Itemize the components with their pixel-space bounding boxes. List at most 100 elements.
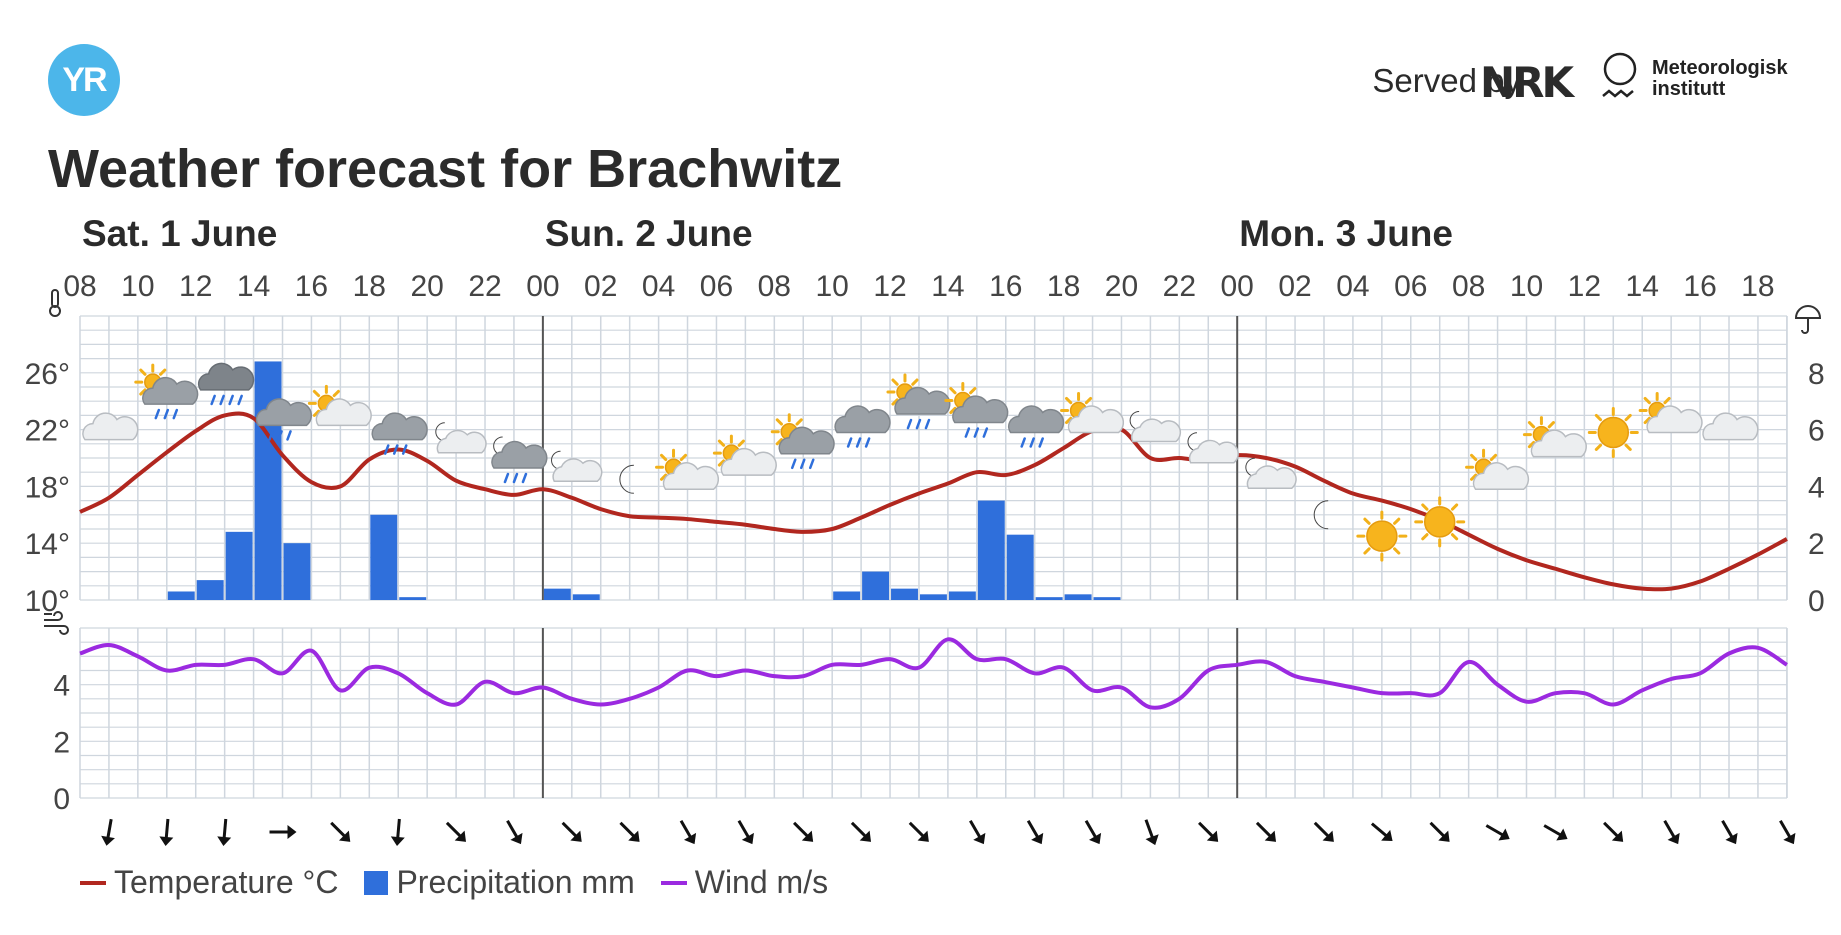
precip-axis-tick: 2	[1808, 528, 1825, 561]
cloud-shape	[436, 429, 487, 454]
arrow-head	[338, 830, 351, 842]
wind-direction-arrow	[1543, 824, 1568, 841]
rain-drop	[982, 427, 989, 438]
wind-direction-arrow	[792, 821, 814, 842]
wind-axis-tick: 2	[53, 726, 70, 759]
sun-ray	[1421, 503, 1429, 511]
moon-shape	[1245, 457, 1255, 477]
cloud-shape	[1530, 429, 1587, 458]
wind-direction-arrow	[969, 819, 986, 845]
sun-ray	[949, 406, 957, 415]
partly-sunny-icon	[1638, 392, 1703, 434]
served-by-label: Served by	[1372, 62, 1521, 99]
partly-sunny-icon	[712, 434, 777, 476]
heavy-rain-cloud-icon	[197, 362, 255, 406]
rain-drop	[286, 430, 292, 441]
rain-drop	[503, 472, 510, 484]
precip-bar	[196, 580, 224, 600]
nrk-logo[interactable]: NRK	[1480, 58, 1574, 107]
sun-icon	[1587, 406, 1639, 458]
rain-drop	[973, 427, 980, 438]
precip-bar	[399, 597, 427, 600]
partly-sunny-icon	[1465, 448, 1530, 491]
sun-ray	[159, 368, 167, 376]
cloud-shape	[491, 440, 548, 469]
sun-icon	[1356, 510, 1408, 562]
cloud-shape	[1472, 462, 1530, 491]
rain-cloud-icon	[255, 398, 313, 441]
cloud-shape	[197, 362, 255, 391]
sun-ray	[717, 439, 726, 447]
sun-ray	[312, 409, 321, 417]
night-rain-cloud-icon	[491, 436, 548, 484]
sun-ray	[1489, 453, 1498, 462]
sun-ray	[1643, 416, 1651, 425]
legend-label-wind: Wind m/s	[694, 864, 829, 900]
precip-bar	[543, 588, 571, 600]
sun-ray	[775, 438, 783, 446]
sun-ray	[660, 453, 668, 462]
wind-direction-arrow	[390, 818, 405, 846]
temp-axis-tick: 18°	[25, 471, 70, 504]
arrow-head	[510, 832, 523, 845]
rain-cloud-icon	[1007, 405, 1065, 448]
partly-sunny-rain-icon	[134, 363, 199, 420]
arrow-head	[1206, 830, 1219, 842]
hour-tick-label: 06	[700, 270, 733, 303]
thermometer-bulb	[49, 305, 61, 317]
precip-bar	[254, 361, 282, 600]
hour-tick-label: 02	[1278, 270, 1311, 303]
precip-bar	[977, 500, 1005, 600]
umbrella-icon	[1794, 305, 1822, 334]
yr-logo[interactable]: YR	[48, 44, 120, 116]
arrow-head	[801, 830, 814, 842]
rain-drop	[924, 418, 931, 430]
arrow-head	[570, 830, 582, 842]
rain-drop	[512, 472, 519, 484]
rain-drop	[800, 458, 806, 470]
arrow-head	[1145, 834, 1159, 846]
cloud-shape	[1007, 405, 1065, 434]
arrow-head	[1088, 832, 1102, 845]
sun-ray	[911, 378, 919, 386]
legend-label-precipitation: Precipitation mm	[396, 864, 635, 900]
day-label: Sat. 1 June	[82, 213, 277, 254]
thermometer-icon	[49, 289, 61, 317]
wind-direction-arrow	[561, 821, 582, 842]
hour-tick-label: 20	[1105, 270, 1138, 303]
arrow-head	[1556, 828, 1568, 841]
sun-ray	[1363, 517, 1371, 525]
sun-ray	[1470, 473, 1478, 481]
sun-ray	[312, 389, 321, 398]
cloud-shape	[1702, 412, 1759, 441]
sun-ray	[775, 418, 783, 426]
arrow-head	[1381, 829, 1393, 841]
partly-sunny-rain-icon	[944, 382, 1009, 438]
arrow-head	[1611, 830, 1624, 842]
arrow-head	[683, 832, 697, 845]
hour-tick-label: 08	[63, 270, 96, 303]
cloud-shape	[1067, 405, 1125, 434]
rain-drop	[172, 408, 179, 420]
precip-bar	[862, 571, 890, 600]
legend-swatch-precipitation	[364, 870, 389, 895]
sun-ray	[891, 378, 899, 386]
hour-tick-label: 04	[1336, 270, 1369, 303]
sun-ray	[1547, 421, 1555, 429]
sun-ray	[1363, 547, 1371, 555]
hour-tick-label: 22	[1163, 270, 1196, 303]
legend-item-wind: Wind m/s	[660, 864, 829, 901]
cloud-shape	[142, 376, 199, 405]
precip-bar	[919, 594, 947, 600]
hour-tick-label: 18	[1741, 270, 1774, 303]
partly-sunny-icon	[1522, 416, 1587, 458]
met-institute-logo[interactable]: Meteorologisk institutt	[1652, 58, 1788, 100]
umbrella-canopy	[1794, 305, 1822, 319]
page-title: Weather forecast for Brachwitz	[48, 139, 843, 199]
moon-shape	[619, 464, 634, 494]
rain-drop	[401, 444, 408, 455]
sun-ray	[1065, 396, 1073, 405]
rain-drop	[906, 418, 913, 430]
met-line-1: Meteorologisk	[1652, 57, 1788, 79]
wind-direction-arrow	[1313, 821, 1334, 842]
